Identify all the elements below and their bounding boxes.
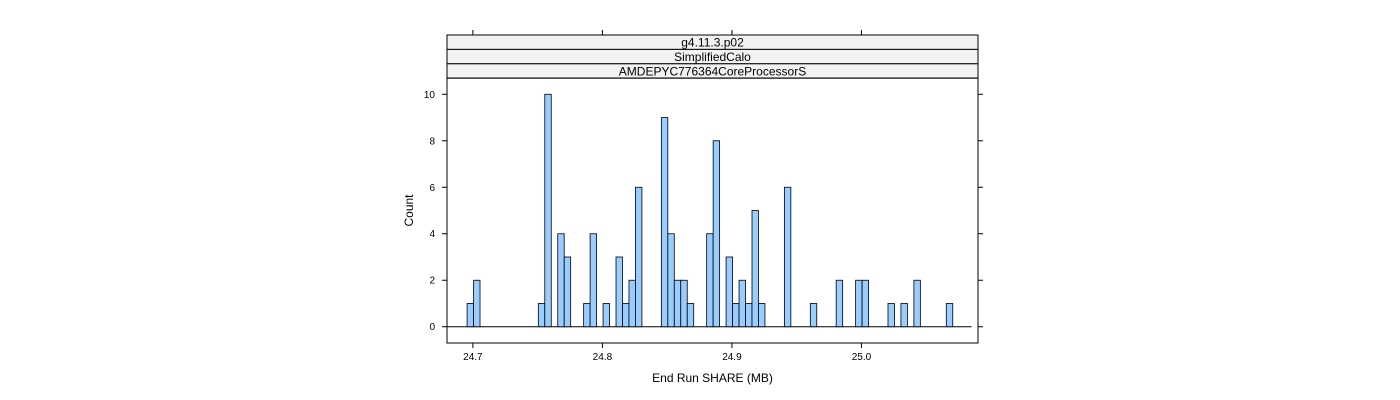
histogram-bar [732,303,740,328]
histogram-bar [602,303,610,328]
y-tick-label: 6 [429,183,435,194]
y-axis-title: Count [402,194,416,227]
x-tick-label: 24.9 [722,352,742,363]
histogram-bars [447,93,972,328]
histogram-bar [758,303,766,328]
y-tick-label: 10 [424,90,436,101]
y-tick-label: 8 [429,136,435,147]
histogram-bar [706,233,714,328]
x-tick-label: 24.7 [463,352,483,363]
histogram-bar [835,279,844,328]
histogram-bar [738,279,746,328]
y-tick-label: 2 [429,276,435,287]
x-axis-title: End Run SHARE (MB) [652,371,773,385]
histogram-bar [945,303,954,328]
histogram-bar [473,279,481,328]
strip-label: AMDEPYC776364CoreProcessorS [619,64,806,78]
strip-label: g4.11.3.p02 [681,36,744,50]
y-axis: 0 2 4 6 8 10 [424,90,983,333]
histogram-bar [615,256,623,328]
histogram-bar [563,256,572,328]
histogram-bar [537,303,546,328]
histogram-bar [913,279,921,328]
y-tick-label: 0 [429,322,435,333]
y-tick-label: 4 [429,229,435,240]
histogram-bar [635,186,643,328]
histogram-bar [466,303,474,328]
panel-frame [446,77,979,344]
histogram-bar [583,303,591,328]
strip-label: SimplifiedCalo [674,50,751,64]
histogram-bar [809,303,818,328]
histogram-bar [686,303,695,328]
histogram-bar [628,279,636,328]
histogram-bar [660,117,669,328]
histogram-bar [589,233,597,328]
histogram-bar [855,279,863,328]
histogram-bar [887,303,895,328]
x-tick-label: 25.0 [852,352,872,363]
histogram-bar [745,303,753,328]
histogram-bar [712,140,721,328]
histogram-bar [544,93,552,328]
x-tick-label: 24.8 [593,352,613,363]
x-axis: 24.7 24.8 24.9 25.0 [463,30,872,363]
histogram-bar [673,279,682,328]
histogram-bar [861,279,869,328]
histogram-bar [900,303,908,328]
histogram-bar [680,279,688,328]
histogram-bar [557,233,565,328]
histogram-bar [667,233,675,328]
strip-headers: g4.11.3.p02SimplifiedCaloAMDEPYC776364Co… [446,34,979,79]
histogram-bar [751,210,759,328]
histogram-bar [622,303,630,328]
histogram-bar [725,256,733,328]
histogram-bar [783,186,792,328]
